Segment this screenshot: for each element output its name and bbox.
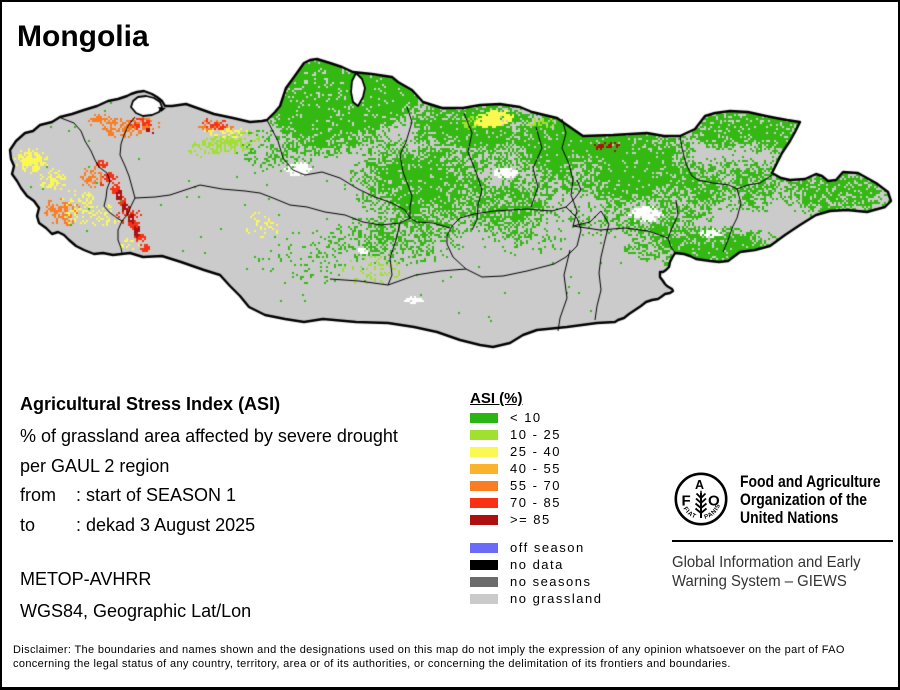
svg-text:F: F <box>682 493 691 510</box>
svg-text:O: O <box>708 493 720 510</box>
svg-text:A: A <box>695 478 704 492</box>
